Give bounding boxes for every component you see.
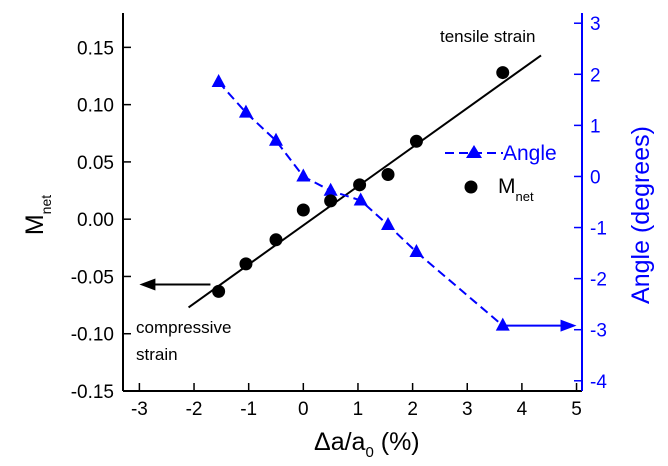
x-axis-label: Δa/a0 (%) (314, 428, 420, 461)
x-tick-label: 2 (407, 399, 418, 420)
mnet-point (269, 233, 283, 247)
mnet-point (496, 66, 510, 80)
axis-arrows-layer (139, 278, 577, 332)
angle-point (353, 192, 368, 206)
annotation-compressive: compressive (136, 318, 231, 337)
x-tick-label: -2 (186, 399, 203, 420)
legend-mnet-label: Mnet (498, 175, 534, 204)
y-right-tick-label: 1 (590, 116, 601, 137)
x-tick-label: -3 (131, 399, 148, 420)
ticks-layer: -3 -2 -1 0 1 2 3 4 5 -0.15 -0.10 -0.05 0.00 0.05 0.10 0… (71, 14, 608, 420)
annotation-tensile: tensile strain (440, 27, 535, 46)
mnet-series-layer (212, 66, 510, 298)
angle-point (495, 317, 510, 331)
annotation-strain: strain (136, 345, 178, 364)
mnet-point (212, 284, 226, 298)
y-left-axis-label: Mnet (21, 195, 54, 235)
y-left-tick-label: -0.05 (71, 267, 114, 288)
x-tick-label: 0 (298, 399, 309, 420)
angle-point (381, 216, 396, 230)
mnet-point (324, 194, 338, 208)
angle-point (323, 182, 338, 196)
axes-layer (122, 13, 583, 392)
y-right-tick-label: 2 (590, 65, 601, 86)
angle-series-layer (211, 73, 510, 331)
y-left-tick-label: -0.10 (71, 325, 114, 346)
y-right-tick-label: -1 (590, 219, 607, 240)
legend-mnet-marker (464, 180, 478, 194)
mnet-point (353, 178, 367, 192)
x-tick-label: 5 (571, 399, 582, 420)
arrow-head-left (139, 278, 156, 291)
angle-point (409, 244, 424, 258)
y-left-tick-label: -0.15 (71, 382, 114, 403)
y-right-tick-label: 0 (590, 167, 601, 188)
y-left-tick-label: 0.00 (77, 210, 114, 231)
x-tick-label: 4 (517, 399, 528, 420)
legend-angle-marker (466, 145, 482, 158)
angle-point (211, 73, 226, 87)
angle-point (296, 168, 311, 182)
angle-point (269, 132, 283, 146)
y-right-tick-label: 3 (590, 14, 601, 35)
mnet-point (409, 134, 423, 148)
x-tick-label: 3 (462, 399, 473, 420)
y-right-axis-label: Angle (degrees) (627, 126, 655, 304)
y-right-tick-label: -3 (590, 321, 607, 342)
y-right-tick-label: -4 (590, 372, 607, 393)
x-tick-label: 1 (353, 399, 364, 420)
y-left-tick-label: 0.15 (77, 38, 114, 59)
mnet-point (296, 203, 310, 217)
mnet-point (381, 168, 395, 182)
x-tick-label: -1 (240, 399, 257, 420)
y-right-tick-label: -2 (590, 270, 607, 291)
y-left-tick-label: 0.10 (77, 96, 114, 117)
legend: Angle Mnet (445, 142, 557, 204)
arrow-head-right (560, 319, 577, 332)
angle-point (238, 104, 253, 118)
y-left-tick-label: 0.05 (77, 153, 114, 174)
legend-angle-label: Angle (503, 142, 557, 165)
mnet-point (239, 257, 253, 271)
